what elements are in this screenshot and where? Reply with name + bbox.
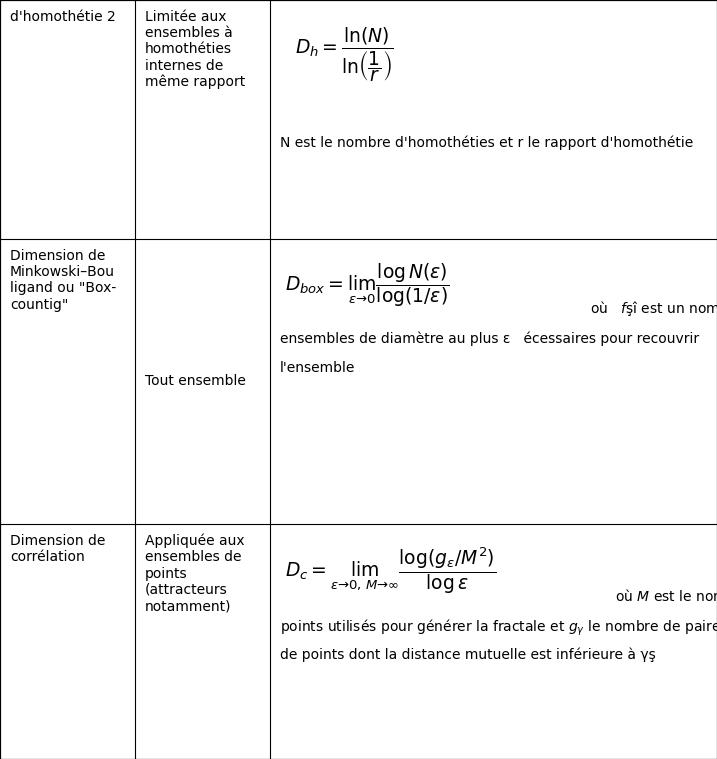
Text: l'ensemble: l'ensemble [280,361,355,375]
Text: points utilisés pour générer la fractale et $g_\gamma$ le nombre de paires: points utilisés pour générer la fractale… [280,618,717,638]
Text: $D_c = \lim_{\epsilon \to 0,\, M\to\infty} \dfrac{\log(g_\epsilon/M^2)}{\log \ep: $D_c = \lim_{\epsilon \to 0,\, M\to\inft… [285,546,496,596]
Text: Tout ensemble: Tout ensemble [145,374,246,389]
Text: Dimension de
Minkowski–Bou
ligand ou "Box-
countig": Dimension de Minkowski–Bou ligand ou "Bo… [10,249,116,312]
Text: de points dont la distance mutuelle est inférieure à γş: de points dont la distance mutuelle est … [280,647,655,662]
Text: Dimension de
corrélation: Dimension de corrélation [10,534,105,564]
Text: Limitée aux
ensembles à
homothéties
internes de
même rapport: Limitée aux ensembles à homothéties inte… [145,10,245,90]
Text: Appliquée aux
ensembles de
points
(attracteurs
notamment): Appliquée aux ensembles de points (attra… [145,534,244,613]
Text: N est le nombre d'homothéties et r le rapport d'homothétie: N est le nombre d'homothéties et r le ra… [280,135,693,150]
Text: $D_{box} = \lim_{\varepsilon \to 0} \dfrac{\log N(\varepsilon)}{\log(1/\varepsil: $D_{box} = \lim_{\varepsilon \to 0} \dfr… [285,261,449,309]
Text: $D_h = \dfrac{\ln(N)}{\ln\!\left(\dfrac{1}{r}\right)}$: $D_h = \dfrac{\ln(N)}{\ln\!\left(\dfrac{… [295,25,394,83]
Text: ensembles de diamètre au plus ε   écessaires pour recouvrir: ensembles de diamètre au plus ε écessair… [280,331,699,345]
Text: d'homothétie 2: d'homothétie 2 [10,10,115,24]
Text: où $M$ est le nombre de: où $M$ est le nombre de [614,587,717,603]
Text: où   $f$şî est un nombre de sous-: où $f$şî est un nombre de sous- [589,299,717,318]
